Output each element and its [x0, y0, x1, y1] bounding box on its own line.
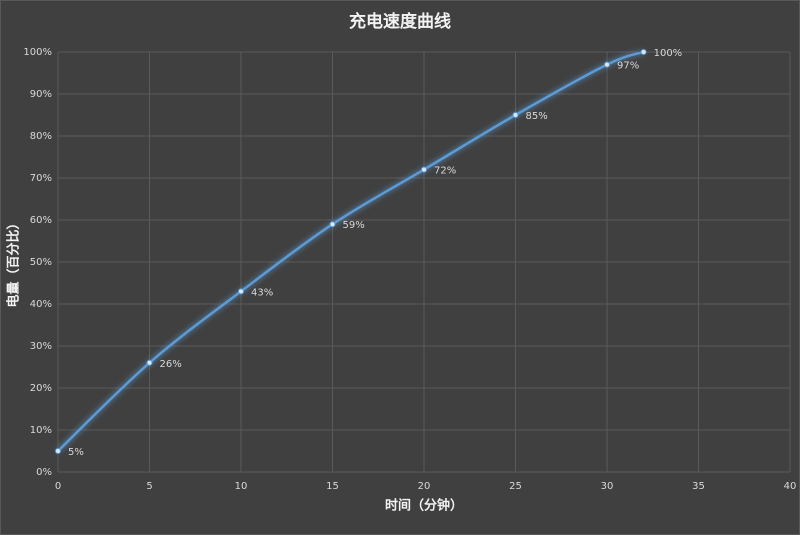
- data-point: [640, 49, 647, 55]
- x-tick-label: 5: [146, 481, 152, 492]
- y-tick-label: 90%: [30, 89, 52, 100]
- x-tick-label: 10: [235, 481, 248, 492]
- chart-title: 充电速度曲线: [349, 11, 451, 32]
- data-label: 97%: [617, 61, 639, 72]
- data-label: 85%: [526, 111, 548, 122]
- data-point: [329, 221, 336, 228]
- x-tick-label: 20: [418, 481, 431, 492]
- data-label: 59%: [343, 220, 365, 231]
- data-point: [512, 112, 519, 118]
- data-point: [604, 61, 610, 68]
- y-tick-label: 0%: [36, 467, 52, 478]
- x-tick-label: 40: [784, 481, 797, 492]
- data-point: [146, 359, 153, 366]
- y-tick-label: 40%: [30, 299, 52, 310]
- y-tick-label: 80%: [30, 131, 52, 142]
- x-tick-label: 35: [692, 481, 705, 492]
- y-tick-label: 70%: [30, 173, 52, 184]
- x-axis-title: 时间（分钟）: [385, 498, 463, 514]
- y-tick-label: 50%: [30, 257, 52, 268]
- y-tick-label: 60%: [30, 215, 52, 226]
- x-tick-label: 0: [55, 481, 61, 492]
- data-label: 26%: [160, 359, 182, 370]
- x-tick-label: 25: [509, 481, 522, 492]
- data-label: 72%: [434, 166, 456, 177]
- data-label: 5%: [68, 447, 84, 458]
- data-label: 100%: [654, 48, 683, 59]
- y-tick-label: 20%: [30, 383, 52, 394]
- y-tick-label: 100%: [23, 47, 52, 58]
- y-tick-label: 30%: [30, 341, 52, 352]
- x-tick-label: 15: [326, 481, 339, 492]
- y-tick-label: 10%: [30, 425, 52, 436]
- data-label: 43%: [251, 287, 273, 298]
- y-axis-title: 电量（百分比）: [6, 216, 22, 307]
- data-point: [238, 288, 244, 295]
- data-point: [55, 448, 61, 454]
- x-tick-label: 30: [601, 481, 614, 492]
- data-point: [421, 166, 427, 173]
